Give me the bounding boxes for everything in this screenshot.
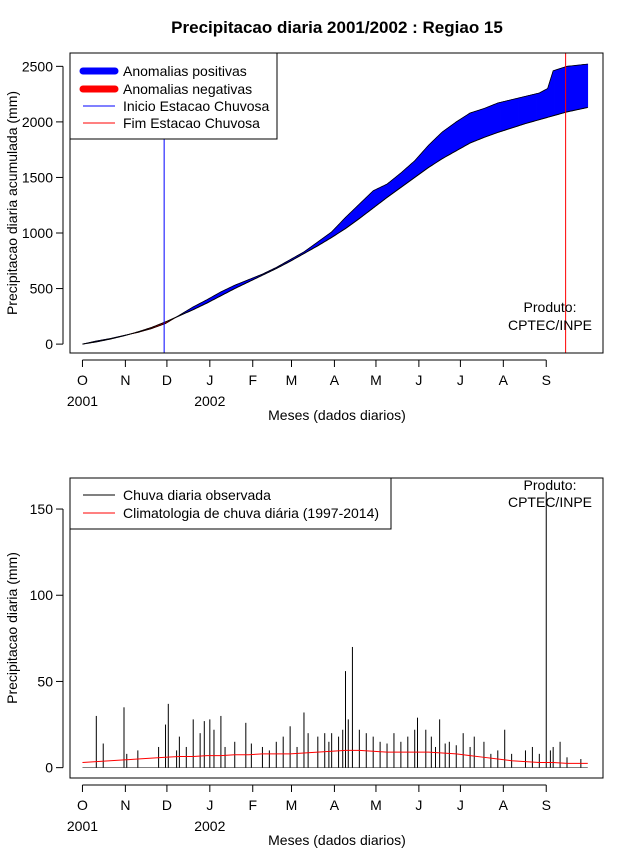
bottom-watermark-line-2: CPTEC/INPE [508, 494, 592, 510]
top-y-axis-label: Precipitacao diaria acumulada (mm) [4, 91, 20, 315]
top-watermark-line-2: CPTEC/INPE [508, 317, 592, 333]
daily-precip-panel: 0 50 100 150 O N D J F M A M J J A S 2001 2002 Meses (da… [4, 477, 603, 848]
bottom-y-axis-label: Precipitacao diaria (mm) [4, 552, 20, 704]
top-x-tick-label: S [542, 372, 551, 388]
top-x-tick-label: A [499, 372, 509, 388]
legend-label-observed: Chuva diaria observada [123, 487, 271, 503]
legend-label-positive: Anomalias positivas [123, 63, 247, 79]
bottom-x-tick-label: D [162, 797, 172, 813]
top-x-tick-label: M [286, 372, 298, 388]
cumulative-precip-panel: 0 500 1000 1500 2000 2500 O N D J F M A M J J A S 2001 200… [4, 53, 603, 423]
top-x-tick-label: N [120, 372, 130, 388]
legend-label-season-end: Fim Estacao Chuvosa [123, 115, 260, 131]
top-y-tick-label: 1000 [22, 225, 53, 241]
bottom-y-axis: 0 50 100 150 [30, 501, 63, 776]
bottom-x-axis: O N D J F M A M J J A S 2001 2002 [67, 785, 551, 834]
top-y-tick-label: 2500 [22, 58, 53, 74]
bottom-watermark-line-1: Produto: [524, 477, 577, 493]
bottom-x-tick-label: A [330, 797, 340, 813]
bottom-x-tick-label: M [286, 797, 298, 813]
bottom-x-tick-label: F [248, 797, 257, 813]
top-x-tick-label: A [330, 372, 340, 388]
legend-label-season-start: Inicio Estacao Chuvosa [123, 98, 270, 114]
bottom-legend-box [70, 478, 391, 529]
bottom-legend: Chuva diaria observada Climatologia de c… [70, 478, 391, 529]
observed-daily-bars [96, 492, 581, 768]
bottom-x-tick-label: M [370, 797, 382, 813]
chart-title: Precipitacao diaria 2001/2002 : Regiao 1… [171, 18, 503, 37]
top-x-tick-label: F [248, 372, 257, 388]
top-y-tick-label: 500 [30, 281, 54, 297]
top-year-label: 2002 [194, 393, 225, 409]
top-year-label: 2001 [67, 393, 98, 409]
top-legend: Anomalias positivas Anomalias negativas … [70, 53, 277, 139]
bottom-year-label: 2002 [194, 818, 225, 834]
bottom-x-axis-label: Meses (dados diarios) [268, 832, 406, 848]
positive-anomaly-segment [586, 64, 587, 108]
bottom-x-tick-label: O [77, 797, 88, 813]
top-y-tick-label: 2000 [22, 114, 53, 130]
top-x-tick-label: J [206, 372, 213, 388]
top-x-tick-label: D [162, 372, 172, 388]
bottom-y-tick-label: 50 [37, 673, 53, 689]
daily-plot-layers [82, 492, 587, 768]
climatology-cumulative-line [82, 107, 587, 344]
bottom-x-tick-label: A [499, 797, 509, 813]
bottom-x-tick-label: J [457, 797, 464, 813]
bottom-year-label: 2001 [67, 818, 98, 834]
bottom-y-tick-label: 100 [30, 587, 54, 603]
top-x-axis-label: Meses (dados diarios) [268, 407, 406, 423]
top-y-tick-label: 0 [45, 336, 53, 352]
bottom-y-tick-label: 0 [45, 760, 53, 776]
bottom-x-tick-label: S [542, 797, 551, 813]
legend-label-climatology: Climatologia de chuva diária (1997-2014) [123, 505, 379, 521]
bottom-y-tick-label: 150 [30, 501, 54, 517]
top-y-tick-label: 1500 [22, 169, 53, 185]
top-x-tick-label: O [77, 372, 88, 388]
bottom-x-tick-label: J [415, 797, 422, 813]
bottom-x-tick-label: N [120, 797, 130, 813]
bottom-x-tick-label: J [206, 797, 213, 813]
top-x-axis: O N D J F M A M J J A S 2001 2002 [67, 360, 551, 409]
top-x-tick-label: J [415, 372, 422, 388]
top-x-tick-label: M [370, 372, 382, 388]
legend-label-negative: Anomalias negativas [123, 81, 252, 97]
top-y-axis: 0 500 1000 1500 2000 2500 [22, 58, 63, 352]
top-watermark-line-1: Produto: [524, 299, 577, 315]
top-x-tick-label: J [457, 372, 464, 388]
